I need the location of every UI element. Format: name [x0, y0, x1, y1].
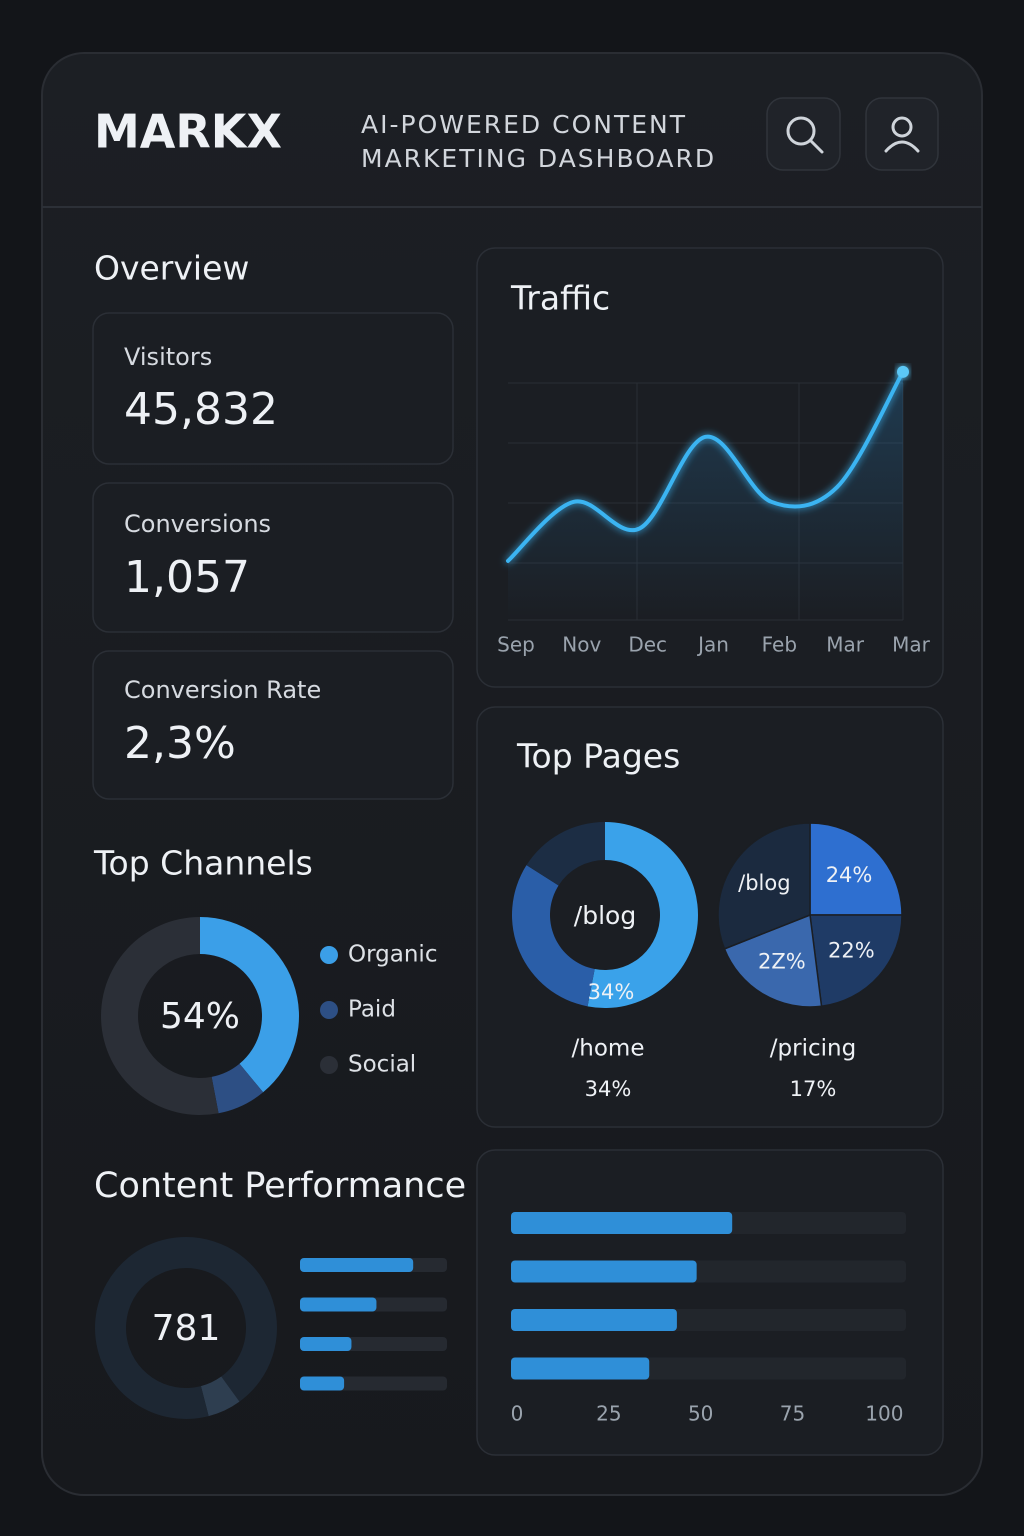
- ring-label: 34%: [588, 980, 635, 1004]
- slice: [95, 1237, 209, 1419]
- legend-label: Paid: [348, 997, 396, 1023]
- slice: [723, 913, 823, 1008]
- x-tick-label: Mar: [826, 633, 865, 657]
- x-tick-label: 50: [688, 1402, 713, 1426]
- slice-label: /blog: [738, 871, 790, 895]
- search-button[interactable]: [766, 97, 841, 171]
- x-tick-label: 75: [780, 1402, 805, 1426]
- search-icon: [786, 116, 816, 146]
- stat-label: Conversions: [124, 510, 271, 538]
- header-subtitle: MARKETING DASHBOARD: [361, 144, 716, 173]
- caption-value: 17%: [790, 1077, 837, 1101]
- bar: [300, 1297, 377, 1312]
- slice: [809, 914, 903, 1008]
- bar: [511, 1357, 650, 1380]
- stat-value: 45,832: [124, 384, 278, 435]
- center-label: 781: [152, 1308, 221, 1349]
- button-bg: [766, 97, 841, 171]
- slice: [101, 917, 219, 1115]
- caption-value: 34%: [585, 1077, 632, 1101]
- x-tick-label: Jan: [696, 633, 729, 657]
- x-tick-label: Feb: [762, 633, 797, 657]
- legend-swatch: [320, 1001, 338, 1019]
- section-title: Overview: [94, 249, 249, 288]
- stat-label: Visitors: [124, 343, 212, 371]
- legend-label: Organic: [348, 942, 437, 968]
- slice-label: 24%: [826, 863, 873, 887]
- brand: MARKX: [94, 105, 282, 159]
- chart-title: Traffic: [510, 279, 610, 318]
- slice: [526, 822, 605, 886]
- center-label: 54%: [160, 996, 240, 1037]
- bar: [511, 1260, 697, 1283]
- header-subtitle: AI-POWERED CONTENT: [361, 110, 687, 139]
- caption: /home: [572, 1036, 645, 1062]
- user-icon: [884, 140, 920, 153]
- chart-title: Content Performance: [94, 1166, 466, 1206]
- slice: [200, 917, 299, 1093]
- user-button[interactable]: [865, 97, 939, 171]
- x-tick-label: 25: [596, 1402, 621, 1426]
- x-tick-label: 100: [865, 1402, 903, 1426]
- stat-value: 2,3%: [124, 718, 236, 769]
- bar: [300, 1337, 352, 1351]
- line-area: [508, 371, 903, 620]
- slice-label: 22%: [828, 939, 875, 963]
- stat-value: 1,057: [124, 552, 250, 603]
- slice: [587, 822, 698, 1008]
- slice: [511, 865, 595, 1007]
- stat-label: Conversion Rate: [124, 676, 321, 704]
- bar: [511, 1309, 677, 1331]
- bar: [300, 1376, 345, 1391]
- legend-swatch: [320, 946, 338, 964]
- button-bg: [865, 97, 939, 171]
- slice: [717, 822, 811, 950]
- caption: /pricing: [770, 1036, 856, 1062]
- chart-title: Top Channels: [93, 844, 313, 883]
- bar: [300, 1258, 414, 1272]
- chart-title: Top Pages: [516, 737, 680, 776]
- end-point: [897, 365, 909, 378]
- legend-swatch: [320, 1056, 338, 1074]
- slice-label: 2Z%: [758, 950, 806, 974]
- center-label: /blog: [574, 901, 636, 930]
- slice: [186, 1237, 278, 1402]
- slice: [200, 1376, 240, 1417]
- line: [506, 369, 905, 563]
- slice: [809, 822, 903, 916]
- x-tick-label: 0: [511, 1402, 524, 1426]
- stat-card: [92, 312, 454, 465]
- stat-card: [92, 482, 454, 633]
- x-tick-label: Mar: [892, 633, 931, 657]
- search-icon: [809, 139, 824, 154]
- x-tick-label: Dec: [628, 633, 667, 657]
- bar: [511, 1212, 733, 1234]
- user-icon: [891, 116, 913, 138]
- stat-card: [92, 650, 454, 800]
- top-pages-panel: [476, 706, 944, 1128]
- slice: [211, 1063, 264, 1114]
- x-tick-label: Nov: [562, 633, 601, 657]
- x-tick-label: Sep: [497, 633, 535, 657]
- legend-label: Social: [348, 1052, 416, 1078]
